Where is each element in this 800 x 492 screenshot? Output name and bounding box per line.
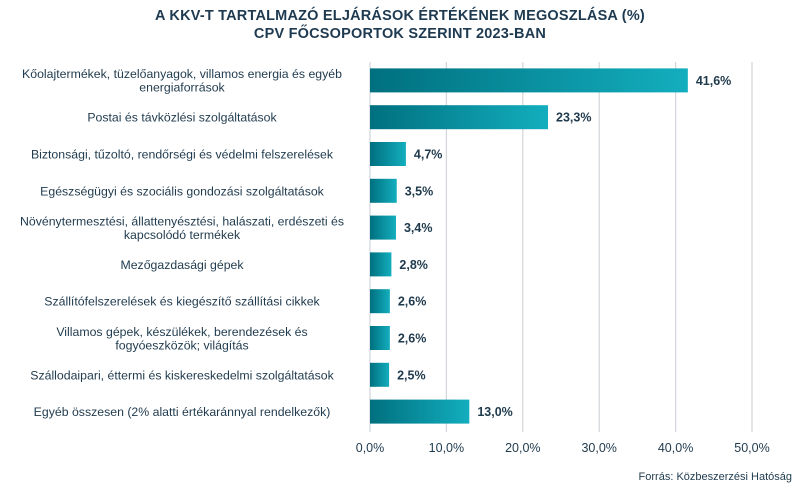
value-label: 41,6% xyxy=(696,74,731,88)
value-label: 3,5% xyxy=(405,184,434,198)
value-label: 2,5% xyxy=(397,368,426,382)
bar xyxy=(370,252,392,277)
category-label: Villamos gépek, készülékek, berendezések… xyxy=(56,325,307,353)
chart-title-line-2: CPV FŐCSOPORTOK SZERINT 2023-BAN xyxy=(253,26,547,42)
value-label: 2,6% xyxy=(398,332,427,346)
bar xyxy=(370,68,688,93)
source-note: Forrás: Közbeszerzési Hatóság xyxy=(638,471,792,483)
value-label: 13,0% xyxy=(477,405,512,419)
bar xyxy=(370,399,470,424)
category-label: Kőolajtermékek, tüzelőanyagok, villamos … xyxy=(22,67,342,95)
category-label: Szállodaipari, éttermi és kiskereskedelm… xyxy=(30,368,334,382)
category-label: Biztonsági, tűzoltó, rendőrségi és védel… xyxy=(31,148,334,162)
x-tick-label: 30,0% xyxy=(581,441,616,455)
bar xyxy=(370,289,390,314)
x-tick-label: 20,0% xyxy=(505,441,540,455)
category-label: Egészségügyi és szociális gondozási szol… xyxy=(40,184,325,198)
category-label: Növénytermesztési, állattenyésztési, hal… xyxy=(20,214,344,242)
x-tick-label: 50,0% xyxy=(734,441,769,455)
category-label: Postai és távközlési szolgáltatások xyxy=(87,111,277,125)
bar xyxy=(370,326,390,350)
category-label: Egyéb összesen (2% alatti értékaránnyal … xyxy=(34,405,331,419)
x-tick-labels: 0,0% 10,0% 20,0% 30,0% 40,0% 50,0% xyxy=(356,441,770,455)
bar xyxy=(370,362,390,387)
bar xyxy=(370,178,397,203)
x-tick-label: 10,0% xyxy=(429,441,464,455)
bar xyxy=(370,142,406,166)
value-labels: 41,6% 23,3% 4,7% 3,5% 3,4% 2,8% 2,6% 2,6% 2,5% 13… xyxy=(397,74,731,419)
bar xyxy=(370,105,549,130)
x-tick-label: 0,0% xyxy=(356,441,385,455)
bar xyxy=(370,215,396,240)
x-tick-label: 40,0% xyxy=(658,441,693,455)
value-label: 2,8% xyxy=(399,258,428,272)
chart-title-line-1: A KKV-T TARTALMAZÓ ELJÁRÁSOK ÉRTÉKÉNEK M… xyxy=(155,8,645,24)
value-label: 23,3% xyxy=(556,111,591,125)
category-label: Mezőgazdasági gépek xyxy=(120,258,244,272)
value-label: 4,7% xyxy=(414,148,443,162)
category-label: Szállítófelszerelések és kiegészítő szál… xyxy=(44,295,320,309)
bars xyxy=(370,68,688,424)
value-label: 2,6% xyxy=(398,295,427,309)
category-labels: Kőolajtermékek, tüzelőanyagok, villamos … xyxy=(20,67,344,419)
value-label: 3,4% xyxy=(404,221,433,235)
